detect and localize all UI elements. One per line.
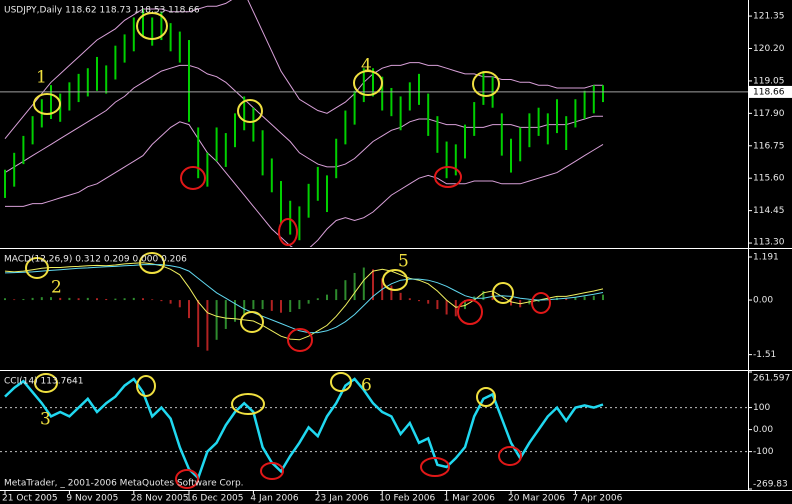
circle <box>136 375 156 397</box>
circle <box>25 257 49 279</box>
x-tick-label: 10 Feb 2006 <box>379 494 435 504</box>
circle <box>180 166 206 190</box>
y-tick-label: 0.00 <box>753 425 773 435</box>
circle <box>287 328 313 352</box>
last-price-label: 118.66 <box>753 87 785 97</box>
y-tick-label: -1.51 <box>753 350 776 360</box>
circle <box>476 387 496 407</box>
x-tick-label: 7 Apr 2006 <box>572 494 622 504</box>
y-tick-label: 119.05 <box>753 76 785 86</box>
y-tick-label: 117.90 <box>753 109 785 119</box>
line <box>4 377 604 481</box>
circle <box>492 282 514 304</box>
y-tick-label: 100 <box>753 403 770 413</box>
annotation-number: 3 <box>40 410 51 430</box>
line <box>4 0 603 140</box>
line <box>5 121 604 247</box>
y-tick-label: 121.35 <box>753 12 785 22</box>
y-tick-label: 0.00 <box>753 296 773 306</box>
hand-annotations: 1 4 2 5 3 6 <box>25 12 551 489</box>
panel-title: MACD(12,26,9) 0.312 0.209 0.000 0.206 <box>4 255 187 265</box>
circle <box>472 71 500 97</box>
circle <box>382 269 408 291</box>
y-tick-label: 120.20 <box>753 44 785 54</box>
x-tick-label: 20 Mar 2006 <box>508 494 565 504</box>
circle <box>457 299 483 325</box>
line <box>4 262 604 341</box>
circle <box>353 70 383 96</box>
x-tick-label: 4 Jan 2006 <box>250 494 298 504</box>
y-tick-label: 261.597 <box>753 374 790 384</box>
annotation-number: 4 <box>361 56 372 76</box>
last-price-box <box>749 85 792 98</box>
x-tick-label: 23 Jan 2006 <box>315 494 369 504</box>
circle <box>260 462 284 480</box>
line <box>4 64 603 174</box>
annotation-number: 5 <box>398 252 409 272</box>
footer: MetaTrader, _ 2001-2006 MetaQuotes Softw… <box>4 479 244 489</box>
y-tick-label: -269.83 <box>753 480 788 490</box>
circle <box>434 166 462 188</box>
frame <box>0 0 792 491</box>
y-tick-label: 115.60 <box>753 174 785 184</box>
circle <box>278 218 298 246</box>
panel <box>4 262 604 351</box>
circle <box>420 457 450 477</box>
circle <box>237 99 263 123</box>
panel-title: USDJPY,Daily 118.62 118.73 118.53 118.66 <box>4 6 200 16</box>
x-tick-label: 28 Nov 2005 <box>131 494 189 504</box>
y-tick-label: 114.45 <box>753 206 785 216</box>
panel-title: CCI(14) 113.7641 <box>4 377 84 387</box>
y-tick-label: -100 <box>753 447 774 457</box>
circle <box>136 12 168 40</box>
x-tick-label: 1 Mar 2006 <box>444 494 496 504</box>
annotation-number: 1 <box>36 68 47 88</box>
y-tick-label: 116.75 <box>753 141 785 151</box>
circle <box>531 292 551 314</box>
circle <box>330 372 352 392</box>
panel <box>0 377 748 481</box>
circle <box>139 252 165 274</box>
circle <box>33 93 61 115</box>
x-tick-label: 9 Nov 2005 <box>66 494 118 504</box>
circle <box>231 393 265 415</box>
circle <box>240 311 264 333</box>
circle <box>498 446 522 466</box>
line <box>4 264 604 334</box>
annotation-number: 6 <box>361 376 372 396</box>
x-tick-label: 21 Oct 2005 <box>2 494 58 504</box>
y-tick-label: 1.191 <box>753 253 779 263</box>
circle <box>34 373 58 393</box>
x-tick-label: 16 Dec 2005 <box>186 494 244 504</box>
y-tick-label: 113.30 <box>753 238 785 248</box>
circle <box>175 469 199 489</box>
annotation-number: 2 <box>51 278 62 298</box>
